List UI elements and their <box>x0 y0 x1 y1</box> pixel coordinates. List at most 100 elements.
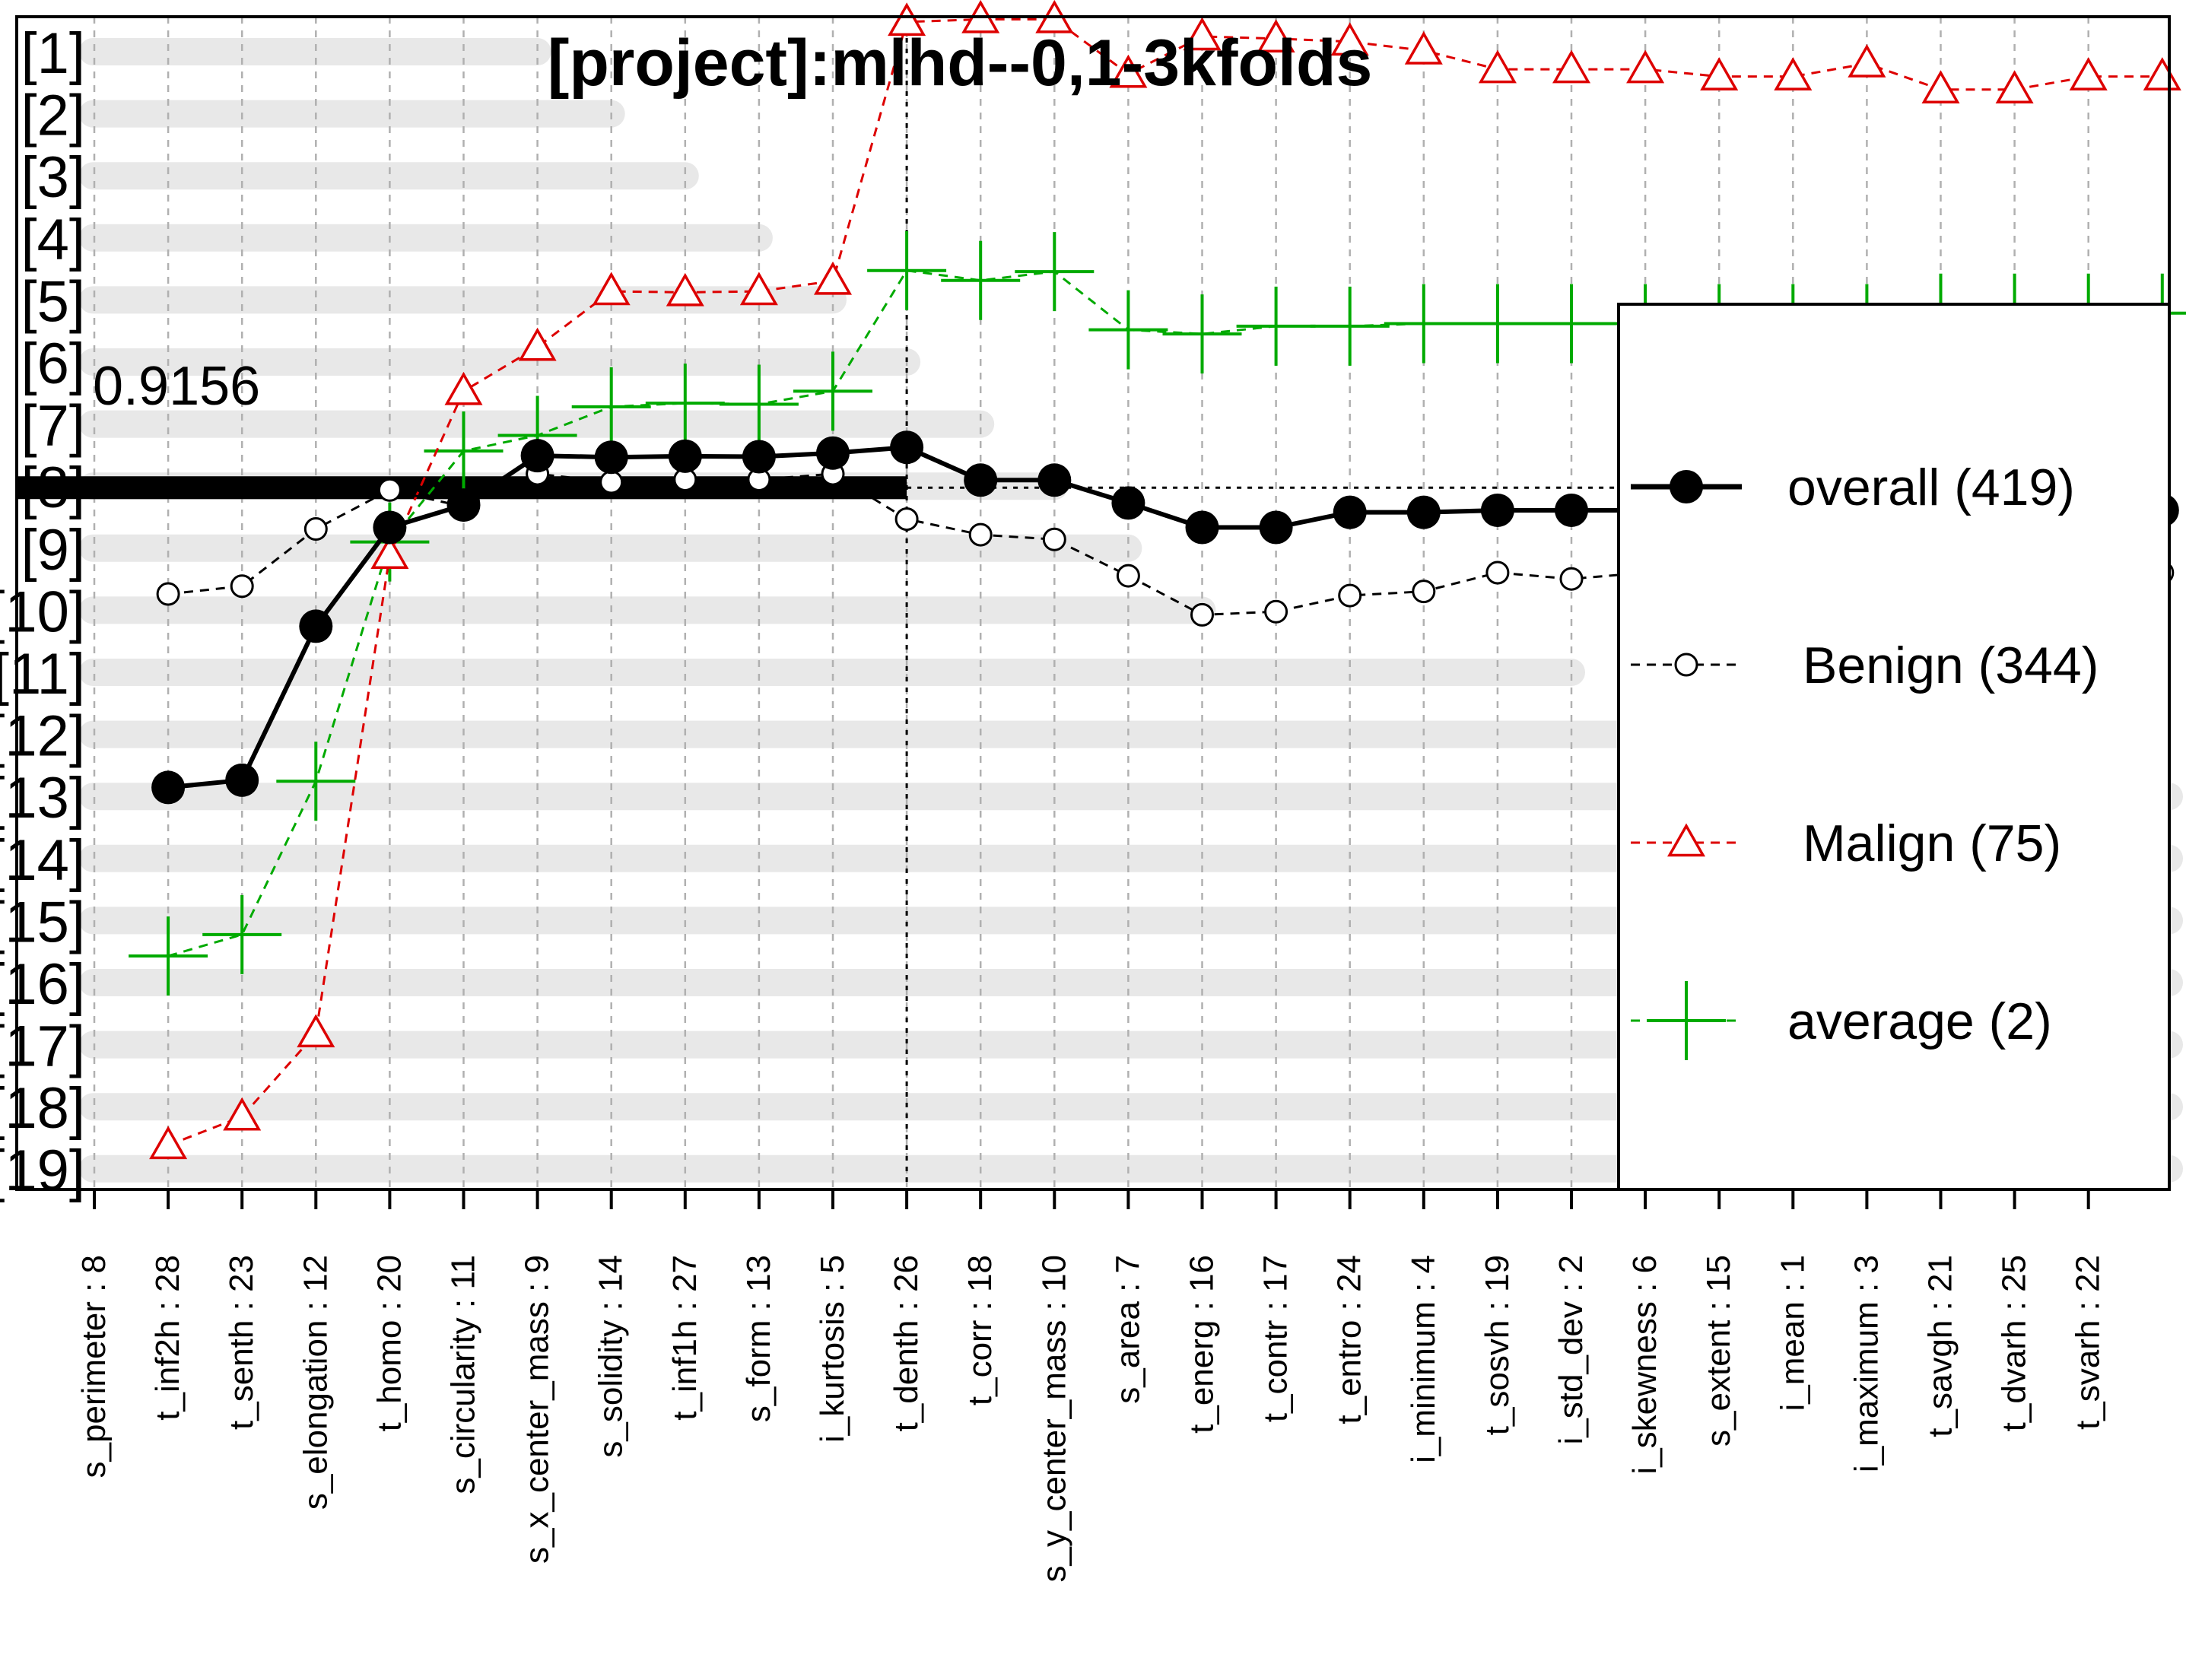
data-point <box>1330 22 1369 56</box>
x-tick-label: i_std_dev : 2 <box>1552 1255 1590 1445</box>
data-point <box>129 916 208 996</box>
rank-label: [13] <box>0 766 85 830</box>
data-point <box>151 770 186 805</box>
data-point <box>297 1014 335 1048</box>
x-tick-label: t_inf1h : 27 <box>666 1255 704 1421</box>
rank-label: [10] <box>0 580 85 644</box>
rank-label: [11] <box>0 642 85 707</box>
data-point <box>1333 495 1367 529</box>
x-tick-label: s_area : 7 <box>1109 1255 1146 1404</box>
x-tick-label: t_svarh : 22 <box>2070 1255 2107 1430</box>
data-point <box>1559 567 1584 591</box>
data-point <box>1042 527 1066 551</box>
data-point <box>867 230 947 310</box>
data-point <box>1457 284 1537 364</box>
x-tick-label: t_dvarh : 25 <box>1996 1255 2033 1431</box>
x-tick-label: t_energ : 16 <box>1184 1255 1221 1434</box>
data-point <box>1480 493 1514 527</box>
rank-label: [1] <box>21 21 86 86</box>
data-point <box>1626 49 1665 84</box>
data-point <box>1257 19 1295 52</box>
data-point <box>813 261 853 295</box>
best-value-label: 0.9156 <box>93 356 260 417</box>
data-point <box>1921 70 1960 103</box>
data-point <box>1555 493 1588 527</box>
data-point <box>303 517 328 541</box>
data-point <box>373 510 407 545</box>
x-tick-label: s_solidity : 14 <box>593 1255 630 1458</box>
data-point <box>230 574 254 599</box>
data-point <box>225 763 259 797</box>
data-point <box>1700 57 1739 91</box>
x-tick-label: i_maximum : 3 <box>1848 1255 1885 1472</box>
chart-title: [project]:mlhd--0,1-3kfolds <box>548 27 1373 100</box>
x-tick-label: i_skewness : 6 <box>1626 1255 1663 1475</box>
x-tick-label: s_extent : 15 <box>1700 1255 1737 1447</box>
data-point <box>149 1126 188 1160</box>
rank-label: [9] <box>21 518 86 583</box>
legend-box <box>1617 303 2171 1191</box>
data-point <box>223 1097 262 1131</box>
data-point <box>520 439 554 473</box>
x-tick-label: t_senth : 23 <box>223 1255 260 1430</box>
data-point <box>739 272 778 306</box>
data-point <box>719 364 799 444</box>
rank-label: [19] <box>0 1139 85 1203</box>
data-point <box>594 440 628 475</box>
legend-label: overall (419) <box>1787 459 2075 516</box>
rank-label: [5] <box>21 269 86 334</box>
x-tick-label: i_mean : 1 <box>1774 1255 1811 1411</box>
x-tick-label: s_circularity : 11 <box>445 1255 482 1494</box>
data-point <box>1236 286 1316 366</box>
rank-label: [17] <box>0 1015 85 1079</box>
data-point <box>1162 294 1242 374</box>
data-point <box>1995 70 2034 103</box>
legend-label: Malign (75) <box>1803 815 2061 872</box>
data-point <box>276 742 356 821</box>
rank-label: [6] <box>21 332 86 396</box>
x-tick-label: t_entro : 24 <box>1331 1255 1368 1424</box>
data-point <box>444 371 483 405</box>
data-point <box>2069 57 2108 91</box>
data-point <box>299 609 333 643</box>
data-point <box>1310 286 1390 366</box>
data-point <box>1532 284 1611 364</box>
legend: overall (419) Benign (344) Malign (75) aver… <box>1617 303 2171 1191</box>
x-tick-label: t_sosvh : 19 <box>1479 1255 1516 1435</box>
data-point <box>599 470 624 494</box>
x-tick-label: t_savgh : 21 <box>1922 1255 1959 1437</box>
rank-label: [4] <box>21 208 86 272</box>
rank-label: [18] <box>0 1076 85 1141</box>
data-point <box>964 463 998 497</box>
data-point <box>1183 17 1222 51</box>
x-tick-label: s_form : 13 <box>740 1255 777 1422</box>
data-point <box>202 894 282 974</box>
data-point <box>2143 57 2181 91</box>
data-point <box>156 582 180 606</box>
x-tick-label: t_contr : 17 <box>1257 1255 1295 1422</box>
rank-label: [3] <box>21 145 86 210</box>
series-line-malign <box>167 17 2162 1147</box>
data-point <box>1190 602 1214 627</box>
x-tick-label: s_x_center_mass : 9 <box>519 1255 556 1564</box>
data-point <box>1406 495 1441 529</box>
data-point <box>1404 30 1443 65</box>
data-point <box>592 272 631 306</box>
x-tick-label: s_y_center_mass : 10 <box>1035 1255 1072 1582</box>
x-axis: s_perimeter : 8 t_inf2h : 28 t_senth : 23 s… <box>75 1189 2107 1582</box>
rank-label: [16] <box>0 952 85 1017</box>
data-point <box>518 327 557 361</box>
data-point <box>1259 510 1293 545</box>
data-point <box>377 478 402 502</box>
data-point <box>1485 561 1510 585</box>
rank-label: [15] <box>0 890 85 954</box>
data-point <box>1412 580 1436 604</box>
data-point <box>571 367 651 446</box>
data-point <box>1848 44 1886 78</box>
data-point <box>1088 290 1168 370</box>
x-tick-label: i_kurtosis : 5 <box>814 1255 851 1443</box>
data-point <box>1015 232 1095 312</box>
data-point <box>894 507 919 532</box>
rank-label: [14] <box>0 828 85 893</box>
